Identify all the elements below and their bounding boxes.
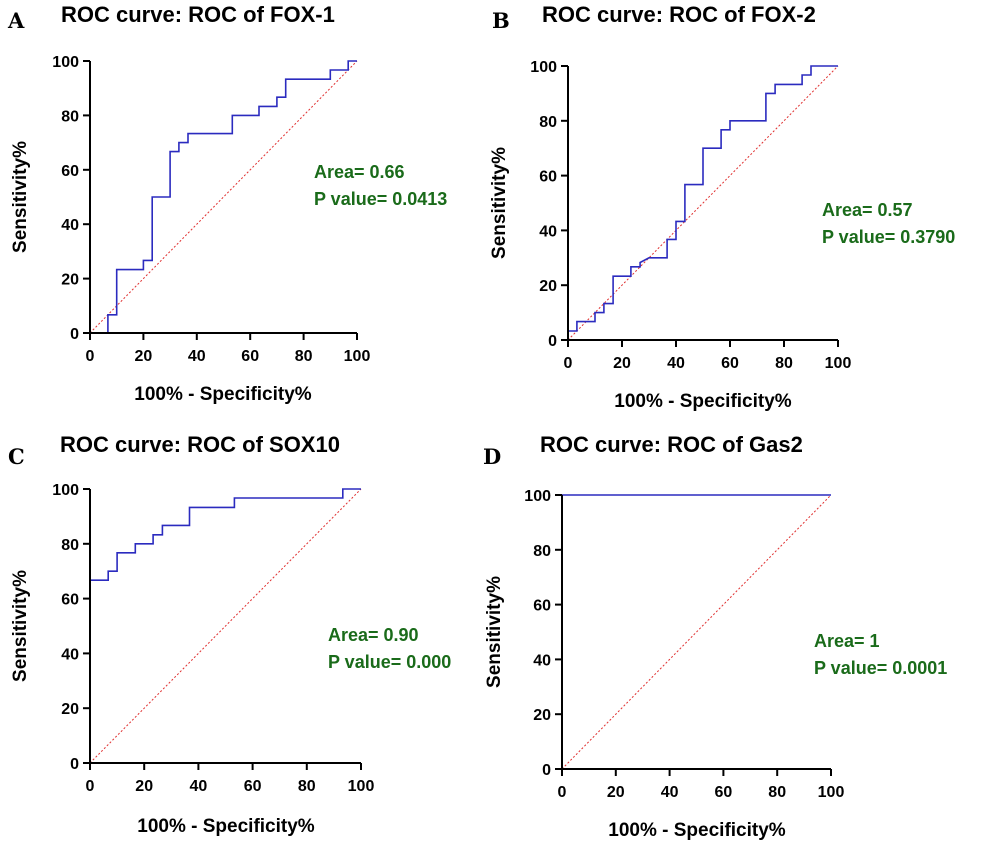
y-tick-label: 20 bbox=[539, 278, 557, 295]
chart-title: ROC curve: ROC of FOX-1 bbox=[61, 2, 335, 27]
x-tick-label: 40 bbox=[661, 784, 679, 801]
y-tick-label: 20 bbox=[533, 707, 551, 724]
x-tick-label: 0 bbox=[86, 348, 95, 365]
x-tick-label: 80 bbox=[768, 784, 786, 801]
y-tick-label: 60 bbox=[539, 169, 557, 186]
area-annotation: Area= 1 bbox=[814, 631, 880, 651]
p-value-annotation: P value= 0.0001 bbox=[814, 658, 947, 678]
chart-title: ROC curve: ROC of SOX10 bbox=[60, 432, 340, 457]
x-axis-label: 100% - Specificity% bbox=[137, 816, 315, 837]
x-tick-label: 100 bbox=[818, 784, 845, 801]
y-tick-label: 80 bbox=[533, 543, 551, 560]
reference-line bbox=[89, 60, 358, 334]
roc-curve bbox=[568, 65, 838, 332]
x-tick-label: 100 bbox=[825, 355, 852, 372]
panel-letter: B bbox=[492, 8, 510, 33]
x-axis-label: 100% - Specificity% bbox=[608, 820, 786, 841]
y-tick-label: 60 bbox=[533, 598, 551, 615]
x-tick-label: 100 bbox=[344, 348, 371, 365]
y-tick-label: 80 bbox=[61, 537, 79, 554]
x-tick-label: 60 bbox=[721, 355, 739, 372]
p-value-annotation: P value= 0.0413 bbox=[314, 189, 447, 209]
x-tick-label: 60 bbox=[241, 348, 259, 365]
x-tick-label: 80 bbox=[298, 778, 316, 795]
area-annotation: Area= 0.90 bbox=[328, 625, 419, 645]
y-tick-label: 40 bbox=[61, 217, 79, 234]
y-tick-label: 80 bbox=[61, 108, 79, 125]
roc-curve bbox=[89, 488, 361, 763]
y-tick-label: 40 bbox=[533, 652, 551, 669]
x-axis-label: 100% - Specificity% bbox=[134, 384, 312, 405]
panel-letter: D bbox=[483, 444, 501, 469]
y-tick-label: 0 bbox=[548, 333, 557, 350]
y-tick-label: 40 bbox=[539, 223, 557, 240]
y-tick-label: 0 bbox=[70, 756, 79, 773]
x-tick-label: 20 bbox=[135, 778, 153, 795]
y-tick-label: 60 bbox=[61, 163, 79, 180]
y-tick-label: 40 bbox=[61, 646, 79, 663]
y-tick-label: 20 bbox=[61, 701, 79, 718]
reference-line bbox=[567, 65, 839, 341]
x-tick-label: 0 bbox=[558, 784, 567, 801]
y-axis-label: Sensitivity% bbox=[489, 147, 510, 259]
area-annotation: Area= 0.57 bbox=[822, 200, 913, 220]
x-tick-label: 20 bbox=[607, 784, 625, 801]
y-tick-label: 100 bbox=[52, 482, 79, 499]
y-tick-label: 80 bbox=[539, 114, 557, 131]
y-tick-label: 0 bbox=[542, 762, 551, 779]
y-tick-label: 100 bbox=[530, 59, 557, 76]
panel-b: B ROC curve: ROC of FOX-2 0 20 40 60 80 100 0 20 4… bbox=[489, 2, 955, 412]
x-tick-label: 60 bbox=[244, 778, 262, 795]
roc-curve bbox=[90, 60, 357, 334]
chart-title: ROC curve: ROC of FOX-2 bbox=[542, 2, 816, 27]
panel-c: C ROC curve: ROC of SOX10 0 20 40 60 80 100 0 20 4… bbox=[8, 432, 451, 837]
chart-title: ROC curve: ROC of Gas2 bbox=[540, 432, 803, 457]
x-tick-label: 80 bbox=[775, 355, 793, 372]
x-tick-label: 80 bbox=[295, 348, 313, 365]
y-tick-label: 20 bbox=[61, 272, 79, 289]
reference-line bbox=[561, 494, 832, 770]
panel-d: D ROC curve: ROC of Gas2 0 20 40 60 80 100 0 20 40… bbox=[483, 432, 947, 841]
p-value-annotation: P value= 0.000 bbox=[328, 652, 451, 672]
x-tick-label: 20 bbox=[613, 355, 631, 372]
reference-line bbox=[89, 488, 362, 764]
x-tick-label: 0 bbox=[86, 778, 95, 795]
panel-a: A ROC curve: ROC of FOX-1 0 20 40 60 80 100 0 20 4… bbox=[7, 2, 447, 405]
y-tick-label: 100 bbox=[524, 488, 551, 505]
x-tick-label: 100 bbox=[348, 778, 375, 795]
x-tick-label: 60 bbox=[715, 784, 733, 801]
x-tick-label: 0 bbox=[564, 355, 573, 372]
y-tick-label: 60 bbox=[61, 592, 79, 609]
y-tick-label: 0 bbox=[70, 326, 79, 343]
y-axis-label: Sensitivity% bbox=[10, 141, 31, 253]
y-axis-label: Sensitivity% bbox=[10, 570, 31, 682]
y-axis-label: Sensitivity% bbox=[484, 576, 505, 688]
x-tick-label: 20 bbox=[135, 348, 153, 365]
x-tick-label: 40 bbox=[188, 348, 206, 365]
area-annotation: Area= 0.66 bbox=[314, 162, 405, 182]
panel-letter: A bbox=[7, 8, 25, 33]
x-tick-label: 40 bbox=[190, 778, 208, 795]
y-tick-label: 100 bbox=[52, 54, 79, 71]
x-tick-label: 40 bbox=[667, 355, 685, 372]
x-axis-label: 100% - Specificity% bbox=[614, 391, 792, 412]
p-value-annotation: P value= 0.3790 bbox=[822, 227, 955, 247]
panel-letter: C bbox=[8, 444, 25, 469]
